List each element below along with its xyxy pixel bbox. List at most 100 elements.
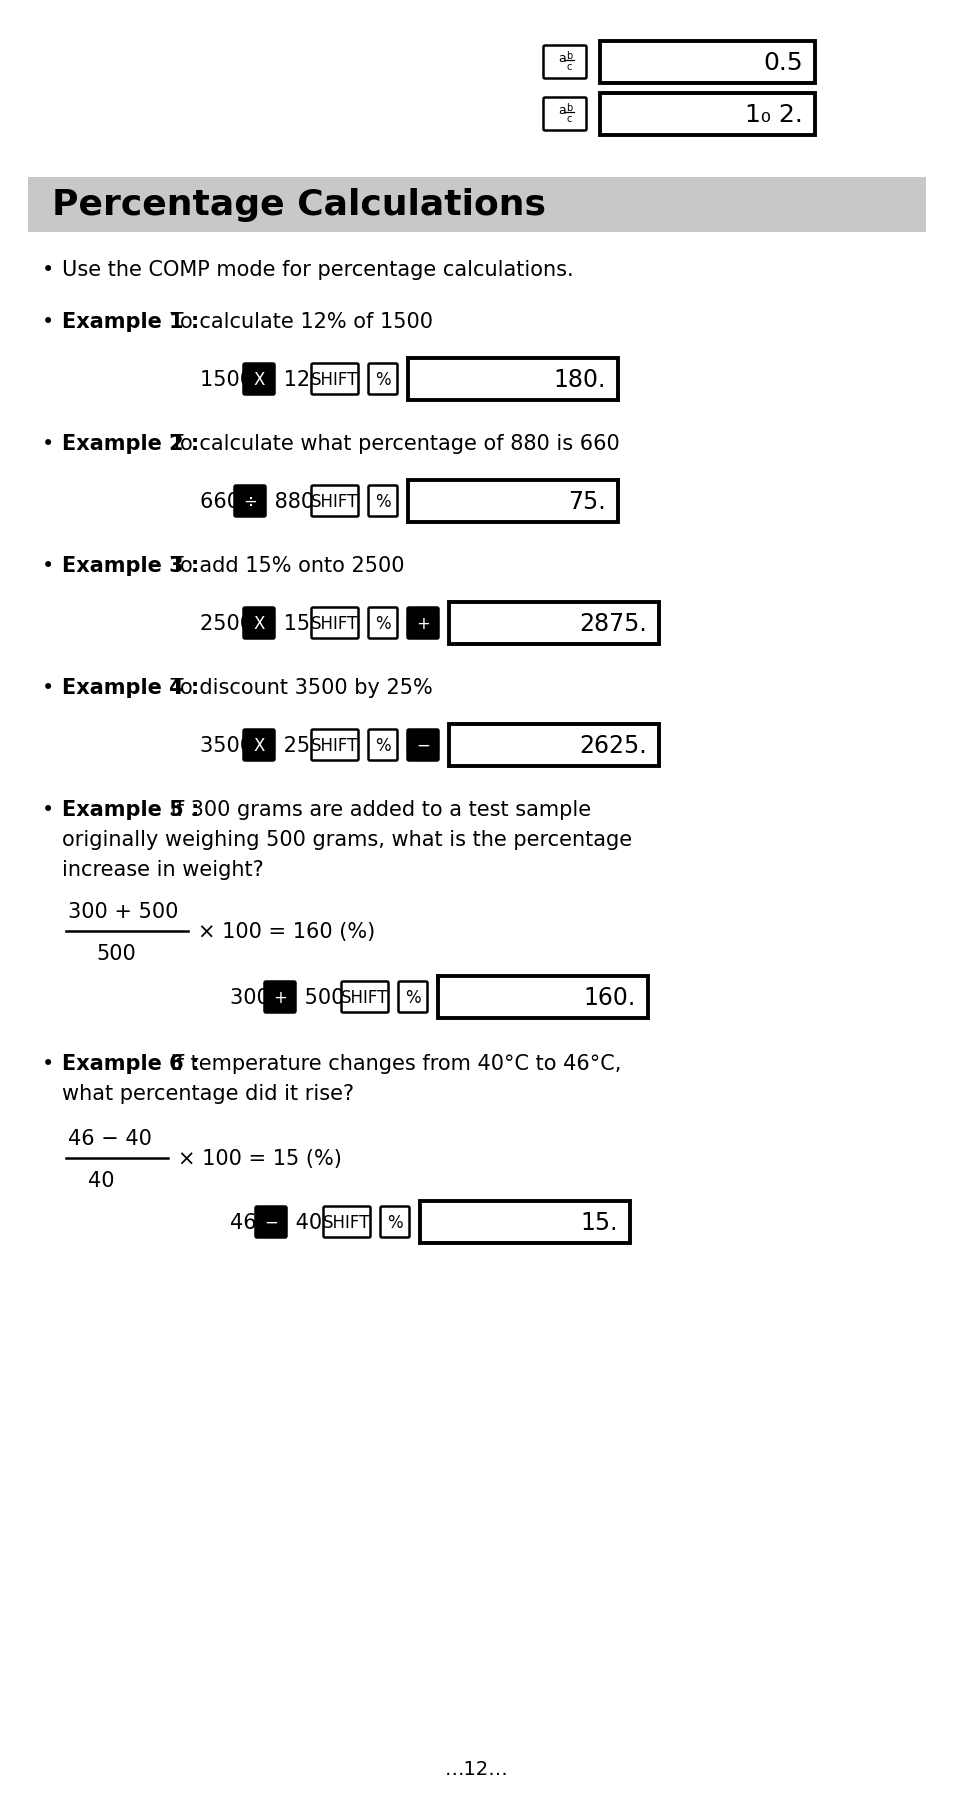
- Text: 75.: 75.: [568, 490, 605, 513]
- Text: To discount 3500 by 25%: To discount 3500 by 25%: [164, 678, 433, 698]
- Text: a: a: [558, 105, 565, 117]
- Text: 500: 500: [297, 987, 351, 1008]
- Text: •: •: [42, 678, 54, 698]
- FancyBboxPatch shape: [368, 365, 397, 396]
- Text: SHIFT: SHIFT: [311, 370, 358, 389]
- Text: Example 1 :: Example 1 :: [62, 313, 199, 332]
- FancyBboxPatch shape: [312, 730, 358, 761]
- Text: 1500: 1500: [200, 370, 259, 390]
- Text: × 100 = 160 (%): × 100 = 160 (%): [198, 922, 375, 941]
- FancyBboxPatch shape: [419, 1202, 629, 1243]
- Text: SHIFT: SHIFT: [311, 737, 358, 755]
- FancyBboxPatch shape: [449, 725, 659, 766]
- Text: •: •: [42, 434, 54, 454]
- Text: +: +: [273, 988, 287, 1006]
- Text: c: c: [566, 61, 571, 72]
- Text: ÷: ÷: [243, 493, 256, 511]
- FancyBboxPatch shape: [341, 981, 388, 1014]
- Text: Use the COMP mode for percentage calculations.: Use the COMP mode for percentage calcula…: [62, 260, 573, 280]
- Text: •: •: [42, 799, 54, 820]
- Text: SHIFT: SHIFT: [311, 493, 358, 511]
- FancyBboxPatch shape: [407, 730, 438, 761]
- FancyBboxPatch shape: [368, 730, 397, 761]
- FancyBboxPatch shape: [243, 365, 274, 396]
- FancyBboxPatch shape: [543, 47, 586, 80]
- FancyBboxPatch shape: [407, 609, 438, 640]
- Text: −: −: [264, 1212, 277, 1231]
- Text: To calculate what percentage of 880 is 660: To calculate what percentage of 880 is 6…: [164, 434, 619, 454]
- FancyBboxPatch shape: [437, 976, 647, 1019]
- Text: 15.: 15.: [579, 1211, 618, 1234]
- Text: If 300 grams are added to a test sample: If 300 grams are added to a test sample: [164, 799, 591, 820]
- Text: 880: 880: [268, 492, 320, 511]
- FancyBboxPatch shape: [312, 365, 358, 396]
- Text: If temperature changes from 40°C to 46°C,: If temperature changes from 40°C to 46°C…: [164, 1053, 621, 1073]
- Text: 180.: 180.: [553, 369, 605, 392]
- Text: %: %: [375, 493, 391, 511]
- Text: × 100 = 15 (%): × 100 = 15 (%): [178, 1149, 341, 1169]
- Text: SHIFT: SHIFT: [323, 1212, 371, 1231]
- FancyBboxPatch shape: [264, 981, 295, 1014]
- Text: Percentage Calculations: Percentage Calculations: [52, 188, 545, 222]
- FancyBboxPatch shape: [368, 609, 397, 640]
- FancyBboxPatch shape: [323, 1207, 370, 1238]
- Text: X: X: [253, 737, 264, 755]
- Text: •: •: [42, 1053, 54, 1073]
- Text: +: +: [416, 614, 430, 632]
- FancyBboxPatch shape: [312, 486, 358, 517]
- Text: •: •: [42, 557, 54, 576]
- Text: Example 5 :: Example 5 :: [62, 799, 199, 820]
- FancyBboxPatch shape: [599, 94, 814, 136]
- Text: 300 + 500: 300 + 500: [68, 902, 178, 922]
- Text: increase in weight?: increase in weight?: [62, 860, 263, 880]
- Text: 2625.: 2625.: [578, 734, 646, 757]
- Text: 40: 40: [88, 1171, 114, 1191]
- Text: 660: 660: [200, 492, 247, 511]
- Text: SHIFT: SHIFT: [311, 614, 358, 632]
- Text: 3500: 3500: [200, 735, 259, 755]
- Text: 2500: 2500: [200, 614, 259, 634]
- Text: %: %: [375, 614, 391, 632]
- Text: 160.: 160.: [583, 985, 636, 1010]
- Text: SHIFT: SHIFT: [341, 988, 388, 1006]
- FancyBboxPatch shape: [243, 609, 274, 640]
- Text: 300: 300: [230, 987, 276, 1008]
- Text: •: •: [42, 260, 54, 280]
- FancyBboxPatch shape: [408, 360, 618, 401]
- Text: originally weighing 500 grams, what is the percentage: originally weighing 500 grams, what is t…: [62, 829, 632, 849]
- Text: %: %: [405, 988, 420, 1006]
- Text: To add 15% onto 2500: To add 15% onto 2500: [164, 557, 404, 576]
- Text: Example 3 :: Example 3 :: [62, 557, 199, 576]
- Text: 12: 12: [276, 370, 316, 390]
- Text: 0.5: 0.5: [762, 51, 802, 74]
- Text: 2875.: 2875.: [578, 611, 646, 636]
- Text: X: X: [253, 370, 264, 389]
- Text: b: b: [565, 103, 572, 112]
- Text: 25: 25: [276, 735, 316, 755]
- Text: %: %: [387, 1212, 402, 1231]
- FancyBboxPatch shape: [255, 1207, 286, 1238]
- Text: 40: 40: [289, 1212, 329, 1232]
- Text: Example 2 :: Example 2 :: [62, 434, 199, 454]
- Text: 46: 46: [230, 1212, 263, 1232]
- FancyBboxPatch shape: [449, 604, 659, 645]
- FancyBboxPatch shape: [368, 486, 397, 517]
- Text: To calculate 12% of 1500: To calculate 12% of 1500: [164, 313, 433, 332]
- Text: c: c: [566, 114, 571, 125]
- Text: X: X: [253, 614, 264, 632]
- FancyBboxPatch shape: [398, 981, 427, 1014]
- Text: …12…: …12…: [445, 1760, 508, 1778]
- Text: %: %: [375, 737, 391, 755]
- FancyBboxPatch shape: [599, 42, 814, 83]
- Text: Example 4 :: Example 4 :: [62, 678, 199, 698]
- FancyBboxPatch shape: [408, 481, 618, 522]
- Text: 500: 500: [96, 943, 135, 963]
- Text: b: b: [565, 51, 572, 61]
- Text: −: −: [416, 737, 430, 755]
- Text: what percentage did it rise?: what percentage did it rise?: [62, 1084, 354, 1104]
- Text: %: %: [375, 370, 391, 389]
- FancyBboxPatch shape: [312, 609, 358, 640]
- Text: 15: 15: [276, 614, 316, 634]
- FancyBboxPatch shape: [28, 177, 925, 233]
- FancyBboxPatch shape: [380, 1207, 409, 1238]
